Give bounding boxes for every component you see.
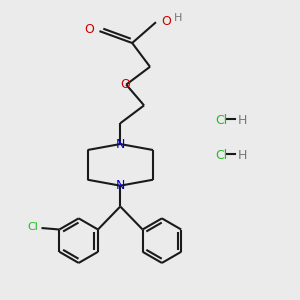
Text: O: O: [84, 23, 94, 36]
Text: N: N: [116, 138, 125, 151]
Text: H: H: [238, 114, 247, 127]
Text: Cl: Cl: [215, 114, 228, 127]
Text: Cl: Cl: [215, 149, 228, 162]
Text: H: H: [174, 13, 182, 23]
Text: N: N: [116, 179, 125, 192]
Text: H: H: [238, 149, 247, 162]
Text: Cl: Cl: [27, 221, 38, 232]
Text: O: O: [120, 78, 130, 91]
Text: O: O: [161, 15, 171, 28]
